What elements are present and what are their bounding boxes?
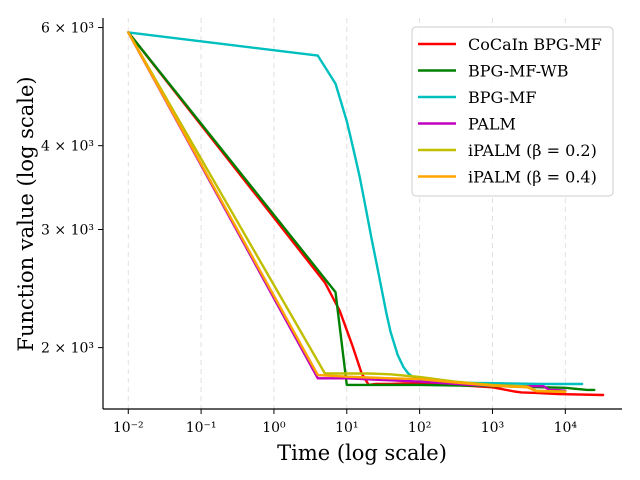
y-tick-label: 3 × 10³ [41, 222, 94, 238]
series-line-0 [127, 31, 605, 397]
x-tick-label: 10³ [481, 420, 504, 436]
x-tick-label: 10⁻¹ [186, 420, 217, 436]
series-line-1 [127, 31, 596, 392]
y-tick-label: 2 × 10³ [41, 341, 94, 357]
axes [102, 18, 622, 410]
series-layer [127, 31, 605, 397]
y-tick-label: 4 × 10³ [41, 139, 94, 155]
series-line-5 [127, 31, 567, 394]
x-tick-label: 10⁻² [113, 420, 144, 436]
legend-entry-0: CoCaIn BPG-MF [468, 35, 602, 54]
legend: CoCaIn BPG-MF BPG-MF-WB BPG-MF PALM iPALM (β… [411, 26, 614, 197]
legend-entry-4: iPALM (β = 0.2) [468, 141, 597, 160]
y-tick-label: 6 × 10³ [41, 21, 94, 37]
x-tick-label: 10¹ [335, 420, 358, 436]
legend-entry-1: BPG-MF-WB [468, 62, 569, 81]
x-tick-label: 10² [408, 420, 431, 436]
x-tick-label: 10⁰ [262, 420, 286, 436]
ticks: 10⁻² 10⁻¹ 10⁰ 10¹ 10² 10³ 10⁴ 2 × 10³ 3 × 10³ 4 ×… [41, 21, 577, 436]
legend-entry-3: PALM [468, 115, 516, 134]
x-axis-label: Time (log scale) [277, 441, 447, 465]
legend-entry-2: BPG-MF [468, 88, 537, 107]
legend-frame [411, 26, 614, 197]
x-tick-label: 10⁴ [554, 420, 578, 436]
legend-entry-5: iPALM (β = 0.4) [468, 168, 597, 187]
y-axis-label: Function value (log scale) [14, 76, 38, 351]
